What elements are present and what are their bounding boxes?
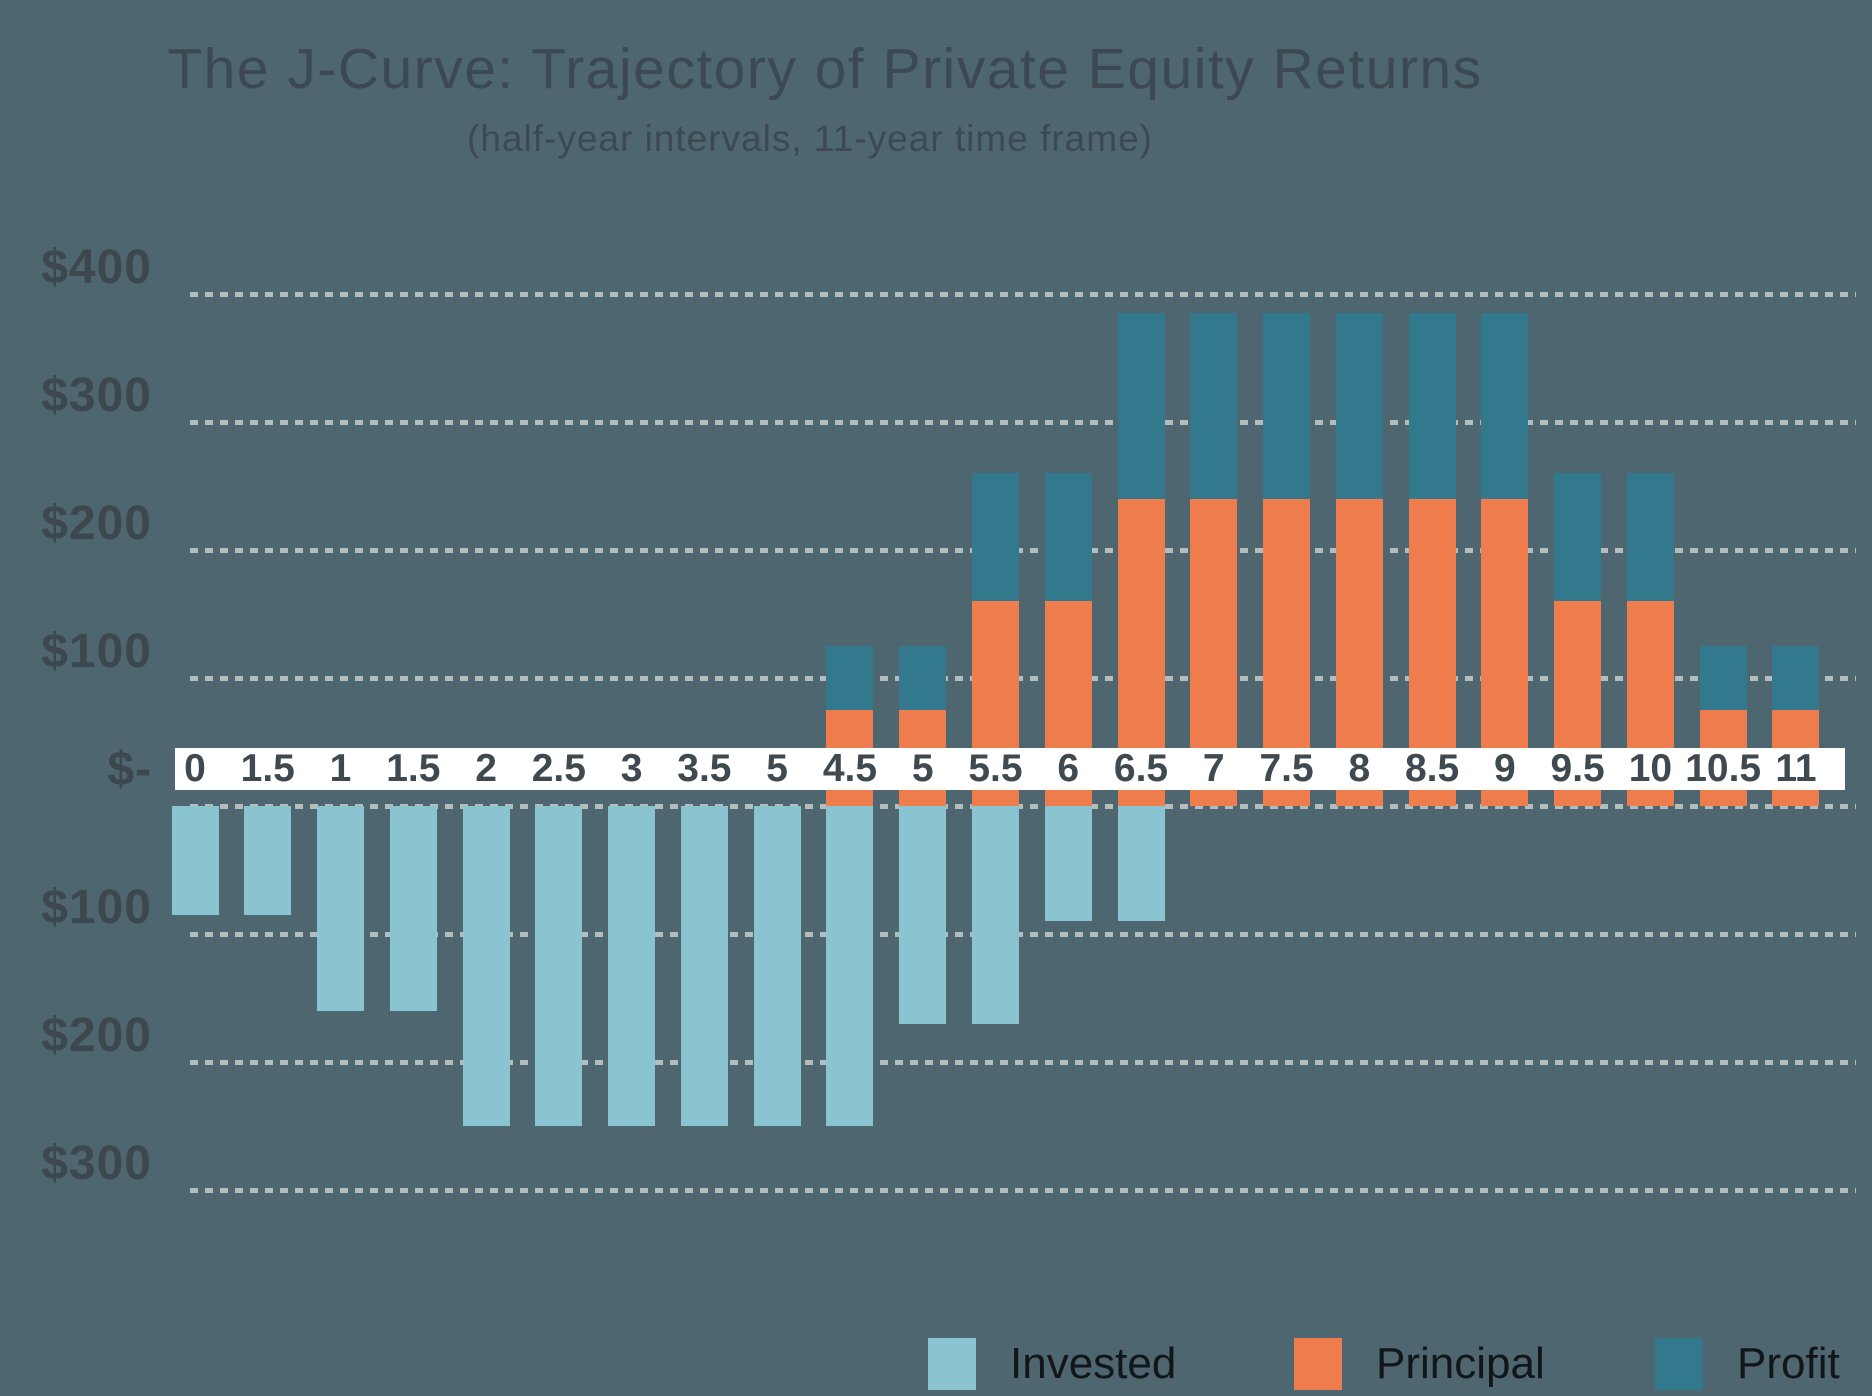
bar-invested-0 [171, 806, 219, 915]
bar-invested-6.5 [1117, 806, 1165, 922]
x-axis-band [175, 748, 1845, 790]
gridline-0 [190, 804, 1856, 809]
x-tick-label-11: 5.5 [968, 747, 1023, 790]
x-tick-label-18: 9 [1494, 747, 1516, 790]
bar-invested-6 [1044, 806, 1092, 922]
x-tick-label-22: 11 [1775, 747, 1817, 790]
bar-invested-4.5 [826, 806, 874, 1126]
bar-profit-9 [1481, 313, 1529, 499]
chart-subtitle: (half-year intervals, 11-year time frame… [467, 118, 1153, 159]
bar-profit-10.5 [1699, 646, 1747, 710]
legend-swatch-profit [1655, 1338, 1703, 1390]
x-tick-label-2: 1 [329, 747, 352, 790]
x-tick-label-0: 0 [184, 747, 206, 790]
x-tick-label-19: 9.5 [1550, 747, 1605, 790]
bar-invested-3 [608, 806, 656, 1126]
bar-profit-5 [899, 646, 947, 710]
x-tick-label-1: 1.5 [240, 747, 295, 790]
y-tick-label: $200 [41, 497, 152, 550]
x-tick-label-7: 3.5 [677, 747, 732, 790]
bar-profit-7.5 [1263, 313, 1311, 499]
gridline-200 [190, 548, 1856, 553]
legend-swatch-principal [1294, 1338, 1342, 1390]
gridline--100 [190, 932, 1856, 937]
bar-invested-5 [753, 806, 801, 1126]
x-tick-label-3: 1.5 [386, 747, 441, 790]
y-tick-label: $100 [41, 625, 152, 678]
bar-profit-8.5 [1408, 313, 1456, 499]
y-tick-label: $300 [41, 369, 152, 422]
x-tick-label-13: 6.5 [1113, 747, 1169, 790]
bar-invested-5 [899, 806, 947, 1024]
bar-profit-6 [1044, 473, 1092, 602]
x-tick-label-10: 5 [911, 747, 934, 790]
x-tick-label-4: 2 [475, 747, 497, 790]
y-tick-label: $200 [41, 1009, 152, 1062]
bar-profit-11 [1772, 646, 1820, 710]
legend-swatch-invested [928, 1338, 976, 1390]
x-tick-label-21: 10.5 [1685, 747, 1762, 790]
bar-profit-4.5 [826, 646, 874, 710]
x-tick-label-6: 3 [620, 747, 643, 790]
x-tick-label-8: 5 [766, 747, 788, 790]
gridline-300 [190, 420, 1856, 425]
gridline-100 [190, 676, 1856, 681]
x-tick-label-9: 4.5 [822, 747, 878, 790]
y-tick-label: $300 [41, 1137, 152, 1190]
bar-invested-2.5 [535, 806, 583, 1126]
bar-invested-1 [317, 806, 365, 1011]
chart-title: The J-Curve: Trajectory of Private Equit… [167, 37, 1483, 101]
legend-label: Principal [1376, 1339, 1545, 1388]
y-tick-label: $400 [41, 241, 152, 294]
x-tick-label-12: 6 [1057, 747, 1080, 790]
bar-invested-3.5 [680, 806, 728, 1126]
bar-invested-1.5 [389, 806, 437, 1011]
gridline--200 [190, 1060, 1856, 1065]
x-tick-label-20: 10 [1628, 747, 1673, 790]
x-tick-label-17: 8.5 [1404, 747, 1460, 790]
legend-label: Profit [1737, 1339, 1840, 1388]
bar-profit-7 [1190, 313, 1238, 499]
gridline--300 [190, 1188, 1856, 1193]
bar-invested-5.5 [971, 806, 1019, 1024]
x-tick-label-14: 7 [1202, 747, 1225, 790]
gridline-400 [190, 292, 1856, 297]
legend-label: Invested [1010, 1339, 1177, 1388]
x-tick-label-16: 8 [1348, 747, 1371, 790]
bar-invested-1.5 [244, 806, 292, 915]
bar-profit-8 [1335, 313, 1383, 499]
y-tick-label: $- [107, 743, 152, 796]
bar-profit-10 [1626, 473, 1674, 602]
bar-profit-9.5 [1554, 473, 1602, 602]
y-tick-label: $100 [41, 881, 152, 934]
bar-profit-5.5 [971, 473, 1019, 602]
x-tick-label-15: 7.5 [1259, 747, 1314, 790]
bar-invested-2 [462, 806, 510, 1126]
x-tick-label-5: 2.5 [531, 747, 586, 790]
bar-profit-6.5 [1117, 313, 1165, 499]
